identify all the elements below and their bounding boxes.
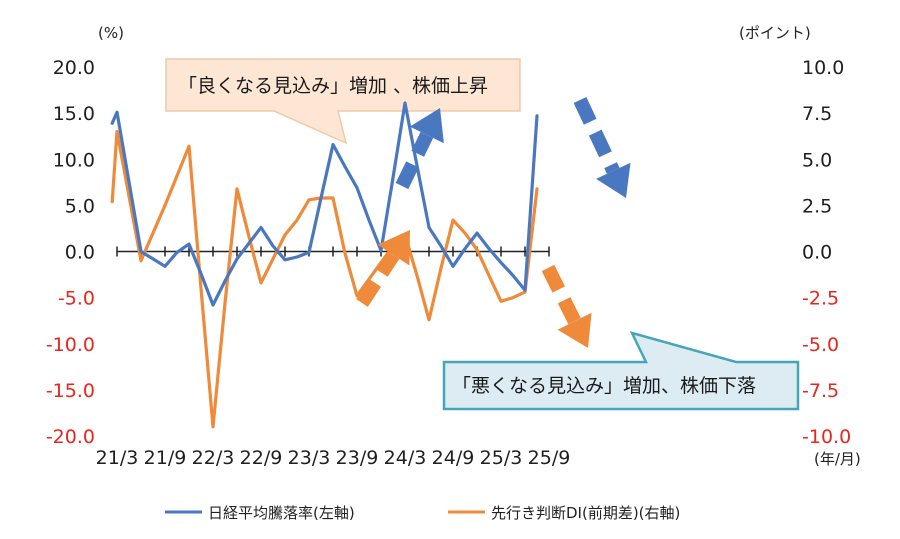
up-callout-box xyxy=(165,58,521,145)
left-y-tick-label: 0.0 xyxy=(65,242,95,264)
left-y-tick-label: 5.0 xyxy=(65,195,95,217)
right-axis-unit: (ポイント) xyxy=(739,24,811,42)
x-tick-label: 25/9 xyxy=(528,447,571,469)
right-y-tick-label: 5.0 xyxy=(802,149,832,171)
legend-label-nikkei: 日経平均騰落率(左軸) xyxy=(208,504,355,522)
x-tick-label: 25/3 xyxy=(480,447,523,469)
down-callout-box xyxy=(442,331,800,411)
left-y-tick-label: -10.0 xyxy=(46,334,95,356)
x-tick-label: 24/9 xyxy=(432,447,475,469)
right-y-tick-label: 7.5 xyxy=(802,103,832,125)
left-y-tick-label: -5.0 xyxy=(58,288,95,310)
legend-label-di: 先行き判断DI(前期差)(右軸) xyxy=(491,504,680,522)
x-tick-label: 22/3 xyxy=(192,447,235,469)
legend: 日経平均騰落率(左軸) 先行き判断DI(前期差)(右軸) xyxy=(165,504,680,522)
x-tick-label: 23/9 xyxy=(336,447,379,469)
up-callout xyxy=(165,58,521,145)
down-arrow-blue xyxy=(573,97,631,198)
x-tick-label: 24/3 xyxy=(384,447,427,469)
left-y-tick-label: 20.0 xyxy=(53,57,95,79)
down-arrow-blue-head xyxy=(596,162,631,198)
series-line-nikkei xyxy=(110,101,539,307)
left-y-tick-label: -20.0 xyxy=(46,426,95,448)
left-axis-unit: (%) xyxy=(98,24,124,42)
right-y-tick-label: 10.0 xyxy=(802,57,844,79)
right-y-tick-label: 0.0 xyxy=(802,242,832,264)
down-callout-text: 「悪くなる見込み」増加、株価下落 xyxy=(452,375,756,397)
up-arrow-blue-head xyxy=(409,108,444,144)
down-arrow-blue-shaft xyxy=(573,97,620,174)
up-arrow-orange xyxy=(356,230,410,307)
right-y-tick-label: -10.0 xyxy=(802,426,851,448)
right-y-tick-label: 2.5 xyxy=(802,195,832,217)
down-arrow-orange-head xyxy=(557,312,592,348)
up-arrow-orange-head xyxy=(377,230,410,266)
up-arrow-orange-shaft xyxy=(356,251,400,307)
left-y-tick-label: -15.0 xyxy=(46,380,95,402)
left-y-tick-label: 10.0 xyxy=(53,149,95,171)
x-tick-label: 21/9 xyxy=(144,447,187,469)
x-axis-unit: (年/月) xyxy=(814,450,861,468)
up-callout-text: 「良くなる見込み」増加 、株価上昇 xyxy=(178,75,488,97)
x-tick-label: 22/9 xyxy=(240,447,283,469)
down-arrow-orange xyxy=(541,264,592,348)
right-y-tick-label: -7.5 xyxy=(802,380,839,402)
right-y-tick-label: -2.5 xyxy=(802,288,839,310)
down-callout: 「悪くなる見込み」増加、株価下落 xyxy=(442,331,800,411)
down-arrow-orange-shaft xyxy=(541,264,581,325)
up-arrow-blue xyxy=(395,108,444,190)
up-arrow-blue-shaft xyxy=(395,131,434,190)
left-y-tick-label: 15.0 xyxy=(53,103,95,125)
right-y-tick-label: -5.0 xyxy=(802,334,839,356)
x-tick-label: 21/3 xyxy=(96,447,139,469)
x-tick-label: 23/3 xyxy=(288,447,331,469)
